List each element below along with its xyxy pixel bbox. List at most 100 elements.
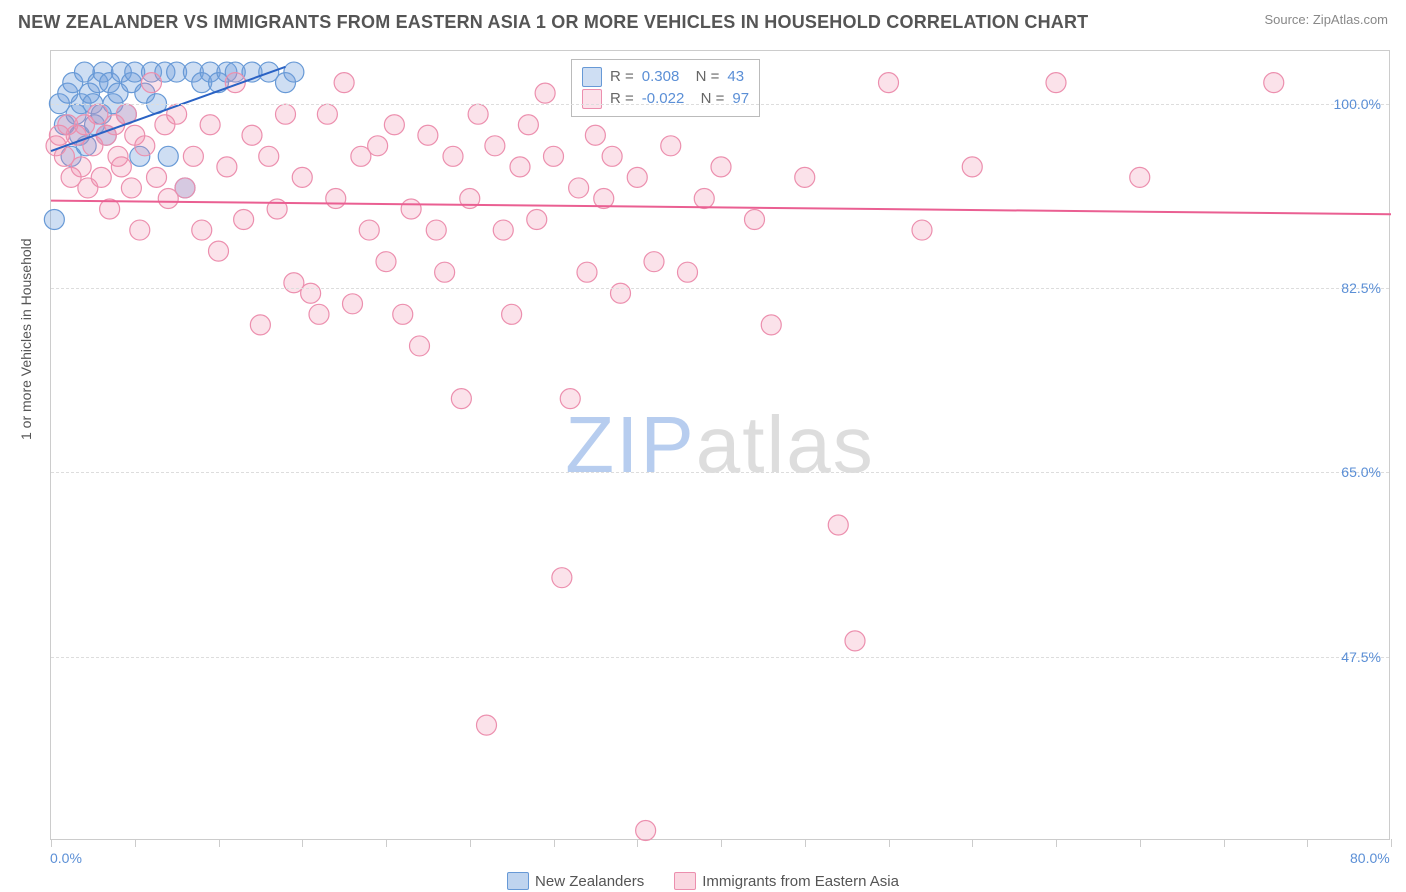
- legend-swatch-nz: [507, 872, 529, 890]
- source-attribution: Source: ZipAtlas.com: [1264, 12, 1388, 27]
- x-tick: [302, 839, 303, 847]
- x-tick: [554, 839, 555, 847]
- data-point: [401, 199, 421, 219]
- data-point: [368, 136, 388, 156]
- data-point: [334, 73, 354, 93]
- data-point: [418, 125, 438, 145]
- data-point: [493, 220, 513, 240]
- data-point: [250, 315, 270, 335]
- data-point: [602, 146, 622, 166]
- x-tick: [805, 839, 806, 847]
- data-point: [577, 262, 597, 282]
- data-point: [158, 146, 178, 166]
- data-point: [795, 167, 815, 187]
- data-point: [879, 73, 899, 93]
- stat-n-label: N =: [692, 88, 724, 110]
- stat-r-value: -0.022: [642, 88, 685, 110]
- stat-n-value: 43: [727, 66, 744, 88]
- correlation-stats-box: R = 0.308 N = 43R = -0.022 N = 97: [571, 59, 760, 117]
- data-point: [209, 241, 229, 261]
- data-point: [661, 136, 681, 156]
- stat-n-value: 97: [732, 88, 749, 110]
- footer-legend: New Zealanders Immigrants from Eastern A…: [0, 872, 1406, 890]
- data-point: [292, 167, 312, 187]
- chart-header: NEW ZEALANDER VS IMMIGRANTS FROM EASTERN…: [0, 0, 1406, 39]
- data-point: [711, 157, 731, 177]
- data-point: [435, 262, 455, 282]
- x-tick: [972, 839, 973, 847]
- y-axis-label: 1 or more Vehicles in Household: [18, 238, 34, 440]
- data-point: [468, 104, 488, 124]
- data-point: [552, 568, 572, 588]
- data-point: [301, 283, 321, 303]
- x-tick: [1307, 839, 1308, 847]
- data-point: [912, 220, 932, 240]
- data-point: [410, 336, 430, 356]
- data-point: [130, 220, 150, 240]
- x-tick: [51, 839, 52, 847]
- data-point: [535, 83, 555, 103]
- data-point: [183, 146, 203, 166]
- stat-r-label: R =: [610, 66, 634, 88]
- data-point: [544, 146, 564, 166]
- data-point: [317, 104, 337, 124]
- data-point: [384, 115, 404, 135]
- stats-row: R = -0.022 N = 97: [582, 88, 749, 110]
- data-point: [1264, 73, 1284, 93]
- x-tick: [721, 839, 722, 847]
- x-tick-label-min: 0.0%: [50, 850, 82, 866]
- data-point: [192, 220, 212, 240]
- data-point: [745, 210, 765, 230]
- data-point: [443, 146, 463, 166]
- data-point: [569, 178, 589, 198]
- data-point: [135, 136, 155, 156]
- x-tick: [386, 839, 387, 847]
- scatter-svg: [51, 51, 1389, 839]
- x-tick: [135, 839, 136, 847]
- data-point: [167, 104, 187, 124]
- data-point: [1046, 73, 1066, 93]
- stat-r-label: R =: [610, 88, 634, 110]
- gridline-h: [51, 104, 1389, 105]
- y-tick-label: 47.5%: [1341, 649, 1381, 665]
- legend-swatch-asia: [674, 872, 696, 890]
- stats-swatch: [582, 67, 602, 87]
- data-point: [527, 210, 547, 230]
- y-tick-label: 100.0%: [1334, 96, 1381, 112]
- x-tick: [1224, 839, 1225, 847]
- data-point: [611, 283, 631, 303]
- data-point: [485, 136, 505, 156]
- x-tick: [219, 839, 220, 847]
- data-point: [284, 62, 304, 82]
- data-point: [678, 262, 698, 282]
- data-point: [451, 389, 471, 409]
- x-tick: [1056, 839, 1057, 847]
- data-point: [585, 125, 605, 145]
- x-tick: [1140, 839, 1141, 847]
- stats-row: R = 0.308 N = 43: [582, 66, 749, 88]
- gridline-h: [51, 472, 1389, 473]
- data-point: [359, 220, 379, 240]
- data-point: [426, 220, 446, 240]
- x-tick-label-max: 80.0%: [1350, 850, 1390, 866]
- data-point: [761, 315, 781, 335]
- data-point: [326, 188, 346, 208]
- data-point: [200, 115, 220, 135]
- data-point: [121, 178, 141, 198]
- data-point: [1130, 167, 1150, 187]
- x-tick: [889, 839, 890, 847]
- data-point: [502, 304, 522, 324]
- gridline-h: [51, 657, 1389, 658]
- legend-item-asia: Immigrants from Eastern Asia: [674, 872, 899, 890]
- data-point: [91, 167, 111, 187]
- stat-n-label: N =: [687, 66, 719, 88]
- data-point: [234, 210, 254, 230]
- x-tick: [470, 839, 471, 847]
- data-point: [44, 210, 64, 230]
- x-tick: [637, 839, 638, 847]
- data-point: [627, 167, 647, 187]
- data-point: [217, 157, 237, 177]
- data-point: [175, 178, 195, 198]
- data-point: [962, 157, 982, 177]
- data-point: [393, 304, 413, 324]
